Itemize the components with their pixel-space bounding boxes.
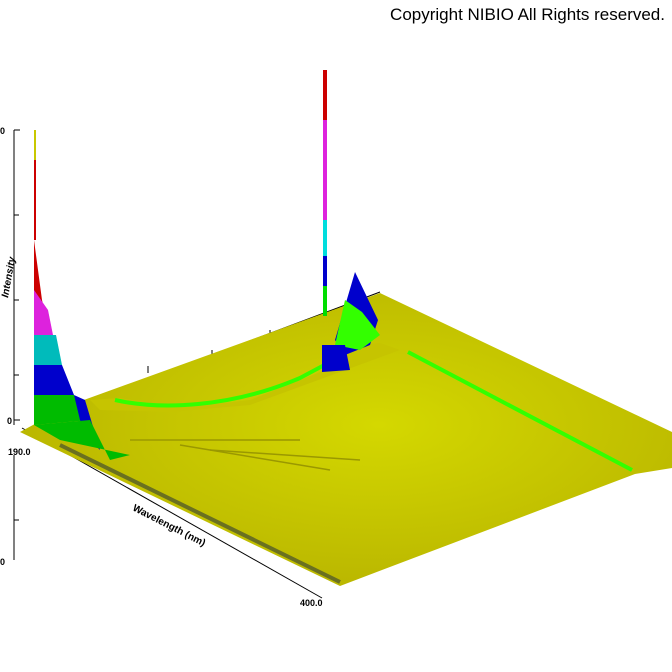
shape [323,286,327,316]
shape [34,335,62,365]
green-line [407,350,633,472]
surface-ridge [90,343,400,412]
shape [322,345,350,372]
shape [335,300,380,350]
shape [34,160,36,240]
green-ridge [114,360,331,408]
stripe [209,449,361,461]
surface [20,293,672,586]
shape [323,256,327,286]
y-tick-label: 0 [7,416,12,426]
shape [323,70,327,120]
right-peak [322,70,380,372]
dark-stripe [59,443,341,584]
stripe [179,444,331,471]
x-tick-label: 400.0 [300,598,323,608]
y-tick-label: 0 [0,126,5,136]
shape [323,220,327,256]
shape [34,290,54,340]
y-axis-label: Intensity [0,256,18,299]
shape [34,365,74,395]
shape [34,420,130,460]
copyright: Copyright NIBIO All Rights reserved. [390,5,665,24]
x-tick-label: 190.0 [8,447,31,457]
shape [323,120,327,220]
y-tick-label: 0 [0,557,5,567]
shape [34,130,36,160]
left-peak [34,130,130,460]
